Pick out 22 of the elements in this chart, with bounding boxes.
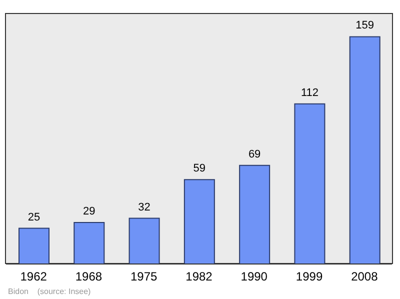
text: Bidon (source: Insee): [8, 287, 91, 296]
bar: [294, 103, 326, 264]
x-tick-label: 1990: [240, 270, 268, 284]
bar: [74, 222, 105, 264]
data-label: 25: [28, 211, 40, 224]
x-tick-label: 1975: [130, 270, 158, 284]
x-tick-label: 2008: [351, 270, 378, 284]
x-tick-label: 1962: [20, 270, 48, 284]
bar: [18, 228, 50, 264]
bar: [239, 164, 270, 264]
data-label: 29: [83, 206, 96, 218]
bar: [184, 179, 215, 264]
data-label: 112: [300, 86, 318, 99]
x-tick-label: 1968: [75, 270, 102, 284]
bar: [128, 218, 160, 264]
data-label: 159: [356, 20, 374, 32]
data-label: 69: [248, 148, 261, 160]
bar: [349, 36, 380, 264]
x-tick-label: 1999: [296, 270, 323, 284]
data-label: 32: [138, 201, 150, 214]
data-label: 59: [193, 162, 206, 175]
x-tick-label: 1982: [186, 270, 213, 284]
